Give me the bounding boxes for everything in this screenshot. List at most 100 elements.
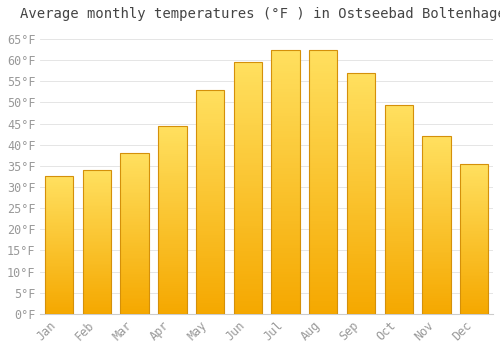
Bar bbox=[422, 188, 450, 190]
Bar bbox=[158, 158, 186, 160]
Bar bbox=[120, 275, 149, 277]
Bar bbox=[347, 140, 375, 143]
Bar bbox=[460, 290, 488, 291]
Bar bbox=[422, 209, 450, 211]
Bar bbox=[45, 178, 74, 179]
Bar bbox=[45, 203, 74, 204]
Bar bbox=[45, 258, 74, 259]
Bar bbox=[422, 179, 450, 181]
Bar bbox=[120, 290, 149, 292]
Bar bbox=[422, 138, 450, 140]
Bar bbox=[196, 236, 224, 238]
Bar bbox=[272, 103, 299, 105]
Bar bbox=[384, 280, 413, 282]
Bar bbox=[196, 251, 224, 253]
Bar bbox=[196, 231, 224, 233]
Bar bbox=[158, 231, 186, 233]
Bar bbox=[272, 227, 299, 229]
Bar bbox=[309, 303, 338, 306]
Bar bbox=[460, 224, 488, 225]
Bar bbox=[309, 142, 338, 145]
Bar bbox=[384, 193, 413, 195]
Bar bbox=[45, 303, 74, 304]
Bar bbox=[460, 264, 488, 266]
Bar bbox=[158, 306, 186, 308]
Bar bbox=[422, 253, 450, 255]
Bar bbox=[83, 232, 111, 233]
Bar bbox=[83, 212, 111, 213]
Bar bbox=[384, 240, 413, 243]
Bar bbox=[120, 264, 149, 266]
Bar bbox=[460, 245, 488, 246]
Bar bbox=[422, 220, 450, 222]
Bar bbox=[234, 271, 262, 274]
Bar bbox=[309, 89, 338, 92]
Bar bbox=[309, 81, 338, 84]
Bar bbox=[272, 256, 299, 258]
Bar bbox=[422, 142, 450, 143]
Bar bbox=[422, 261, 450, 262]
Bar bbox=[309, 166, 338, 168]
Bar bbox=[460, 273, 488, 275]
Bar bbox=[347, 249, 375, 251]
Bar bbox=[384, 295, 413, 297]
Bar bbox=[422, 223, 450, 225]
Bar bbox=[158, 248, 186, 250]
Bar bbox=[120, 164, 149, 166]
Bar bbox=[384, 255, 413, 257]
Bar bbox=[45, 225, 74, 226]
Bar bbox=[196, 168, 224, 170]
Bar bbox=[460, 258, 488, 260]
Bar bbox=[158, 175, 186, 176]
Bar bbox=[460, 227, 488, 228]
Bar bbox=[347, 181, 375, 184]
Bar bbox=[422, 301, 450, 303]
Bar bbox=[120, 201, 149, 203]
Bar bbox=[196, 258, 224, 260]
Bar bbox=[196, 164, 224, 166]
Bar bbox=[309, 86, 338, 89]
Bar bbox=[422, 197, 450, 198]
Bar bbox=[384, 272, 413, 274]
Bar bbox=[196, 267, 224, 269]
Bar bbox=[234, 261, 262, 264]
Bar bbox=[120, 225, 149, 227]
Bar bbox=[196, 260, 224, 262]
Bar bbox=[158, 240, 186, 242]
Bar bbox=[384, 169, 413, 172]
Bar bbox=[234, 259, 262, 261]
Bar bbox=[384, 261, 413, 264]
Bar bbox=[234, 276, 262, 279]
Bar bbox=[234, 138, 262, 140]
Bar bbox=[422, 186, 450, 188]
Bar bbox=[384, 282, 413, 285]
Bar bbox=[460, 278, 488, 279]
Bar bbox=[83, 195, 111, 196]
Bar bbox=[120, 307, 149, 309]
Bar bbox=[45, 215, 74, 216]
Bar bbox=[460, 189, 488, 191]
Bar bbox=[309, 174, 338, 176]
Bar bbox=[422, 229, 450, 230]
Bar bbox=[460, 213, 488, 215]
Bar bbox=[196, 101, 224, 103]
Bar bbox=[120, 158, 149, 160]
Bar bbox=[347, 287, 375, 290]
Bar bbox=[45, 300, 74, 301]
Bar bbox=[347, 292, 375, 295]
Bar bbox=[196, 144, 224, 146]
Bar bbox=[384, 197, 413, 199]
Bar bbox=[460, 170, 488, 171]
Bar bbox=[384, 297, 413, 299]
Bar bbox=[83, 197, 111, 199]
Bar bbox=[422, 239, 450, 241]
Bar bbox=[422, 309, 450, 310]
Bar bbox=[272, 282, 299, 285]
Bar bbox=[384, 228, 413, 230]
Bar bbox=[309, 280, 338, 282]
Bar bbox=[309, 219, 338, 221]
Bar bbox=[460, 282, 488, 284]
Bar bbox=[347, 150, 375, 152]
Bar bbox=[422, 289, 450, 291]
Bar bbox=[422, 230, 450, 232]
